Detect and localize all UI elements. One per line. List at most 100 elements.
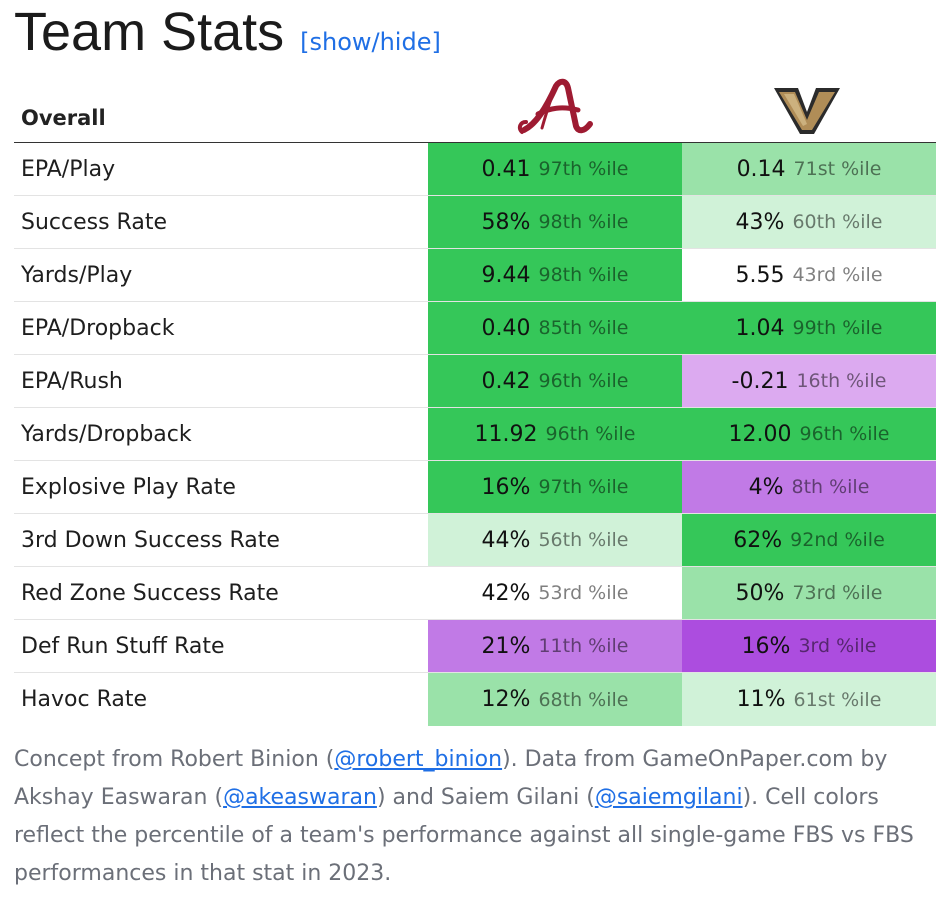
footer-text: ) and Saiem Gilani ( <box>376 785 595 810</box>
alabama-stat-cell: 21% 11th %ile <box>428 620 682 672</box>
alabama-stat-cell: 58% 98th %ile <box>428 196 682 248</box>
percentile-label: 96th %ile <box>545 423 636 445</box>
table-row: Yards/Play 9.44 98th %ile 5.55 43rd %ile <box>14 249 936 302</box>
percentile-label: 56th %ile <box>538 529 629 551</box>
stat-value: 43% <box>735 209 785 235</box>
stat-value: 50% <box>735 580 785 606</box>
alabama-stat-cell: 0.42 96th %ile <box>428 355 682 407</box>
vanderbilt-stat-cell: 43% 60th %ile <box>682 196 936 248</box>
section-heading: Team Stats [show/hide] <box>14 0 441 64</box>
footer-credits: Concept from Robert Binion (@robert_bini… <box>14 741 934 893</box>
percentile-label: 96th %ile <box>799 423 890 445</box>
stat-value: 16% <box>481 474 531 500</box>
akeaswaran-link[interactable]: @akeaswaran <box>223 785 377 810</box>
show-hide-toggle[interactable]: [show/hide] <box>300 28 441 56</box>
stat-label: Red Zone Success Rate <box>21 580 279 606</box>
percentile-label: 85th %ile <box>538 317 629 339</box>
stat-label: Yards/Dropback <box>21 421 192 447</box>
alabama-stat-cell: 42% 53rd %ile <box>428 567 682 619</box>
table-row: EPA/Rush 0.42 96th %ile -0.21 16th %ile <box>14 355 936 408</box>
stat-value: 0.14 <box>736 156 786 182</box>
percentile-label: 60th %ile <box>792 211 883 233</box>
vanderbilt-star-v-icon <box>774 88 840 134</box>
table-row: Explosive Play Rate 16% 97th %ile 4% 8th %il… <box>14 461 936 514</box>
alabama-stat-cell: 9.44 98th %ile <box>428 249 682 301</box>
stat-value: 12% <box>481 687 531 712</box>
footer-text: ). Data from GameOnPaper.com by Akshay E… <box>14 747 888 810</box>
stat-value: 44% <box>481 527 531 553</box>
table-row: EPA/Dropback 0.40 85th %ile 1.04 99th %ile <box>14 302 936 355</box>
stat-label: Havoc Rate <box>21 687 148 712</box>
alabama-stat-cell: 11.92 96th %ile <box>428 408 682 460</box>
robert-binion-link[interactable]: @robert_binion <box>334 747 503 772</box>
alabama-stat-cell: 0.40 85th %ile <box>428 302 682 354</box>
stat-label: EPA/Rush <box>21 368 123 394</box>
table-header-row: Overall <box>14 70 936 143</box>
table-row: Red Zone Success Rate 42% 53rd %ile 50% 73rd… <box>14 567 936 620</box>
percentile-label: 98th %ile <box>538 264 629 286</box>
percentile-label: 43rd %ile <box>792 264 883 286</box>
stats-table: EPA/Play 0.41 97th %ile 0.14 71st %ile Succes… <box>14 143 936 726</box>
vanderbilt-stat-cell: 16% 3rd %ile <box>682 620 936 672</box>
vanderbilt-stat-cell: 4% 8th %ile <box>682 461 936 513</box>
percentile-label: 98th %ile <box>538 211 629 233</box>
stat-value: 62% <box>733 527 783 553</box>
stat-label: Def Run Stuff Rate <box>21 633 225 659</box>
table-row: Yards/Dropback 11.92 96th %ile 12.00 96th %i… <box>14 408 936 461</box>
stat-value: 0.42 <box>481 368 531 394</box>
vanderbilt-stat-cell: 1.04 99th %ile <box>682 302 936 354</box>
vanderbilt-stat-cell: 11% 61st %ile <box>682 673 936 726</box>
stat-value: 42% <box>481 580 531 606</box>
percentile-label: 97th %ile <box>538 476 629 498</box>
stat-value: 9.44 <box>481 262 531 288</box>
alabama-script-a-icon <box>517 78 593 134</box>
saiemgilani-link[interactable]: @saiemgilani <box>594 785 743 810</box>
stat-label: EPA/Dropback <box>21 315 175 341</box>
table-row: Success Rate 58% 98th %ile 43% 60th %ile <box>14 196 936 249</box>
stat-value: 5.55 <box>735 262 785 288</box>
percentile-label: 71st %ile <box>793 158 882 180</box>
stat-value: 11.92 <box>474 421 538 447</box>
vanderbilt-stat-cell: 62% 92nd %ile <box>682 514 936 566</box>
footer-text: Concept from Robert Binion ( <box>14 747 335 772</box>
alabama-stat-cell: 12% 68th %ile <box>428 673 682 726</box>
percentile-label: 8th %ile <box>791 476 870 498</box>
percentile-label: 11th %ile <box>538 635 629 657</box>
table-row: EPA/Play 0.41 97th %ile 0.14 71st %ile <box>14 143 936 196</box>
page-title: Team Stats <box>14 2 285 62</box>
percentile-label: 97th %ile <box>538 158 629 180</box>
stat-value: 58% <box>481 209 531 235</box>
percentile-label: 16th %ile <box>796 370 887 392</box>
stat-label: Yards/Play <box>21 262 133 288</box>
percentile-label: 68th %ile <box>538 688 629 711</box>
percentile-label: 96th %ile <box>538 370 629 392</box>
stat-label: EPA/Play <box>21 156 116 182</box>
alabama-stat-cell: 0.41 97th %ile <box>428 143 682 195</box>
section-label: Overall <box>21 106 106 130</box>
stat-value: 12.00 <box>728 421 792 447</box>
stat-value: 0.40 <box>481 315 531 341</box>
vanderbilt-stat-cell: 50% 73rd %ile <box>682 567 936 619</box>
vanderbilt-stat-cell: 12.00 96th %ile <box>682 408 936 460</box>
percentile-label: 92nd %ile <box>790 529 885 551</box>
alabama-stat-cell: 44% 56th %ile <box>428 514 682 566</box>
stat-value: 4% <box>748 474 784 500</box>
stat-value: 0.41 <box>481 156 531 182</box>
percentile-label: 99th %ile <box>792 317 883 339</box>
stat-value: 21% <box>481 633 531 659</box>
stat-label: 3rd Down Success Rate <box>21 527 280 553</box>
stat-value: 11% <box>736 687 786 712</box>
percentile-label: 73rd %ile <box>792 582 883 604</box>
stat-value: 16% <box>741 633 791 659</box>
vanderbilt-stat-cell: -0.21 16th %ile <box>682 355 936 407</box>
percentile-label: 61st %ile <box>793 688 882 711</box>
alabama-stat-cell: 16% 97th %ile <box>428 461 682 513</box>
stat-label: Explosive Play Rate <box>21 474 236 500</box>
vanderbilt-stat-cell: 0.14 71st %ile <box>682 143 936 195</box>
percentile-label: 53rd %ile <box>538 582 629 604</box>
table-row: Def Run Stuff Rate 21% 11th %ile 16% 3rd %il… <box>14 620 936 673</box>
table-row: Havoc Rate 12% 68th %ile 11% 61st %ile <box>14 673 936 726</box>
footer-text: ). Cell colors reflect the percentile of… <box>14 785 914 886</box>
stat-value: -0.21 <box>731 368 789 394</box>
stat-label: Success Rate <box>21 209 167 235</box>
